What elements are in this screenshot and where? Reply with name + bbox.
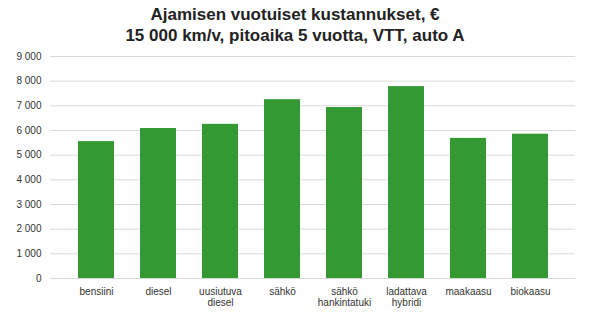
html-text:Ajamisen vuotuiset kustannukse: Ajamisen vuotuiset kustannukset, €: [150, 5, 440, 24]
svg-text:biokaasu: biokaasu: [510, 286, 550, 297]
svg-text:7 000: 7 000: [16, 100, 41, 111]
svg-text:1 000: 1 000: [16, 248, 41, 259]
svg-text:sähkö: sähkö: [269, 286, 296, 297]
svg-text:uusiutuvadiesel: uusiutuvadiesel: [199, 286, 242, 308]
svg-text:bensiini: bensiini: [80, 286, 114, 297]
svg-text:8 000: 8 000: [16, 75, 41, 86]
html-text:15 000 km/v, pitoaika 5 vuotta: 15 000 km/v, pitoaika 5 vuotta, VTT, aut…: [125, 26, 465, 45]
svg-text:ladattavahybridi: ladattavahybridi: [386, 286, 427, 308]
svg-text:0: 0: [36, 273, 42, 284]
svg-text:5 000: 5 000: [16, 149, 41, 160]
svg-text:2 000: 2 000: [16, 223, 41, 234]
svg-text:9 000: 9 000: [16, 51, 41, 62]
svg-text:3 000: 3 000: [16, 199, 41, 210]
svg-text:maakaasu: maakaasu: [445, 286, 491, 297]
svg-text:sähköhankintatuki: sähköhankintatuki: [318, 286, 371, 308]
svg-text:6 000: 6 000: [16, 125, 41, 136]
svg-text:4 000: 4 000: [16, 174, 41, 185]
svg-text:diesel: diesel: [145, 286, 171, 297]
